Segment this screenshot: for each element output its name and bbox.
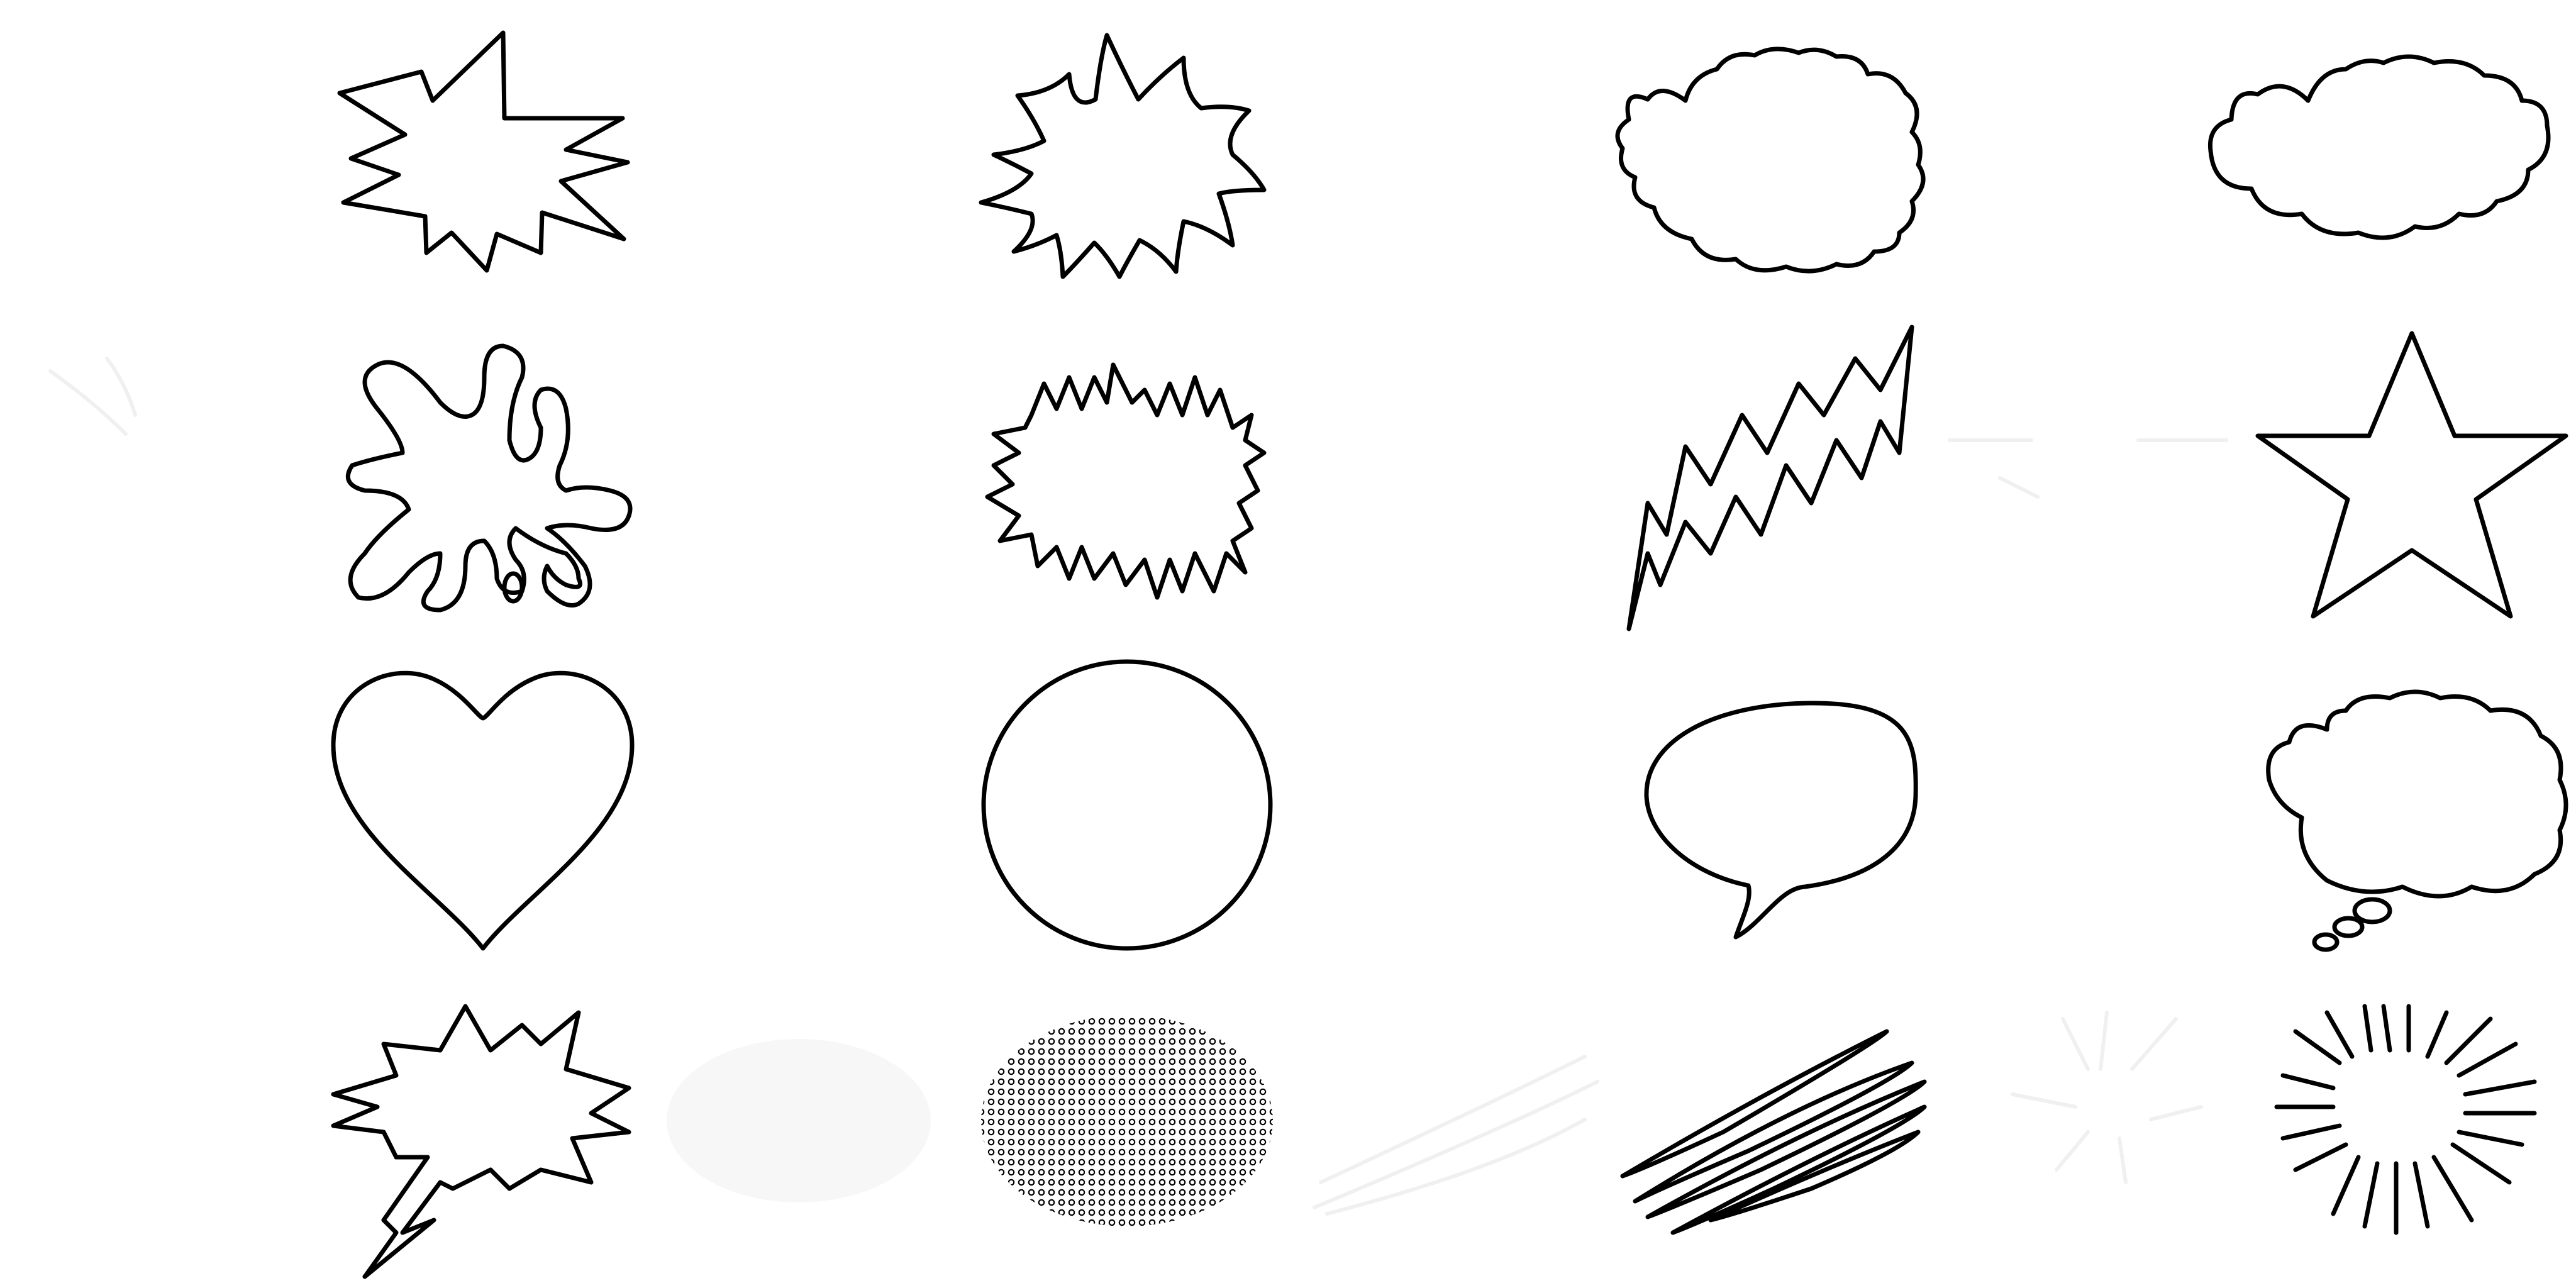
crackle-burst-icon	[985, 362, 1267, 600]
splat-droplet	[502, 571, 525, 604]
thought-bubble-dot-small	[2312, 932, 2340, 952]
thought-bubble-dot-large	[2352, 897, 2392, 924]
cloud-icon	[2207, 54, 2551, 240]
halftone-ghost	[667, 1039, 931, 1202]
radial-burst-icon	[2274, 1004, 2537, 1235]
speech-bubble-icon	[1644, 701, 1918, 940]
shout-bubble-icon	[331, 1004, 631, 1279]
halftone-dots-icon	[667, 1015, 1273, 1226]
bumpy-cloud-icon	[1615, 47, 1926, 274]
motion-lines-icon	[1620, 1029, 1927, 1235]
circle-icon	[981, 659, 1273, 951]
ghost-marks	[48, 357, 2228, 1216]
thought-bubble-dot-medium	[2332, 916, 2365, 938]
star-icon	[2255, 331, 2568, 619]
splat-icon	[345, 343, 633, 613]
lightning-bolt-icon	[1626, 325, 1914, 631]
halftone-ellipse	[981, 1015, 1273, 1226]
thought-bubble-icon	[2266, 689, 2568, 952]
heart-icon	[331, 670, 635, 951]
wavy-burst-icon	[979, 33, 1267, 279]
spiky-burst-icon	[337, 30, 630, 273]
